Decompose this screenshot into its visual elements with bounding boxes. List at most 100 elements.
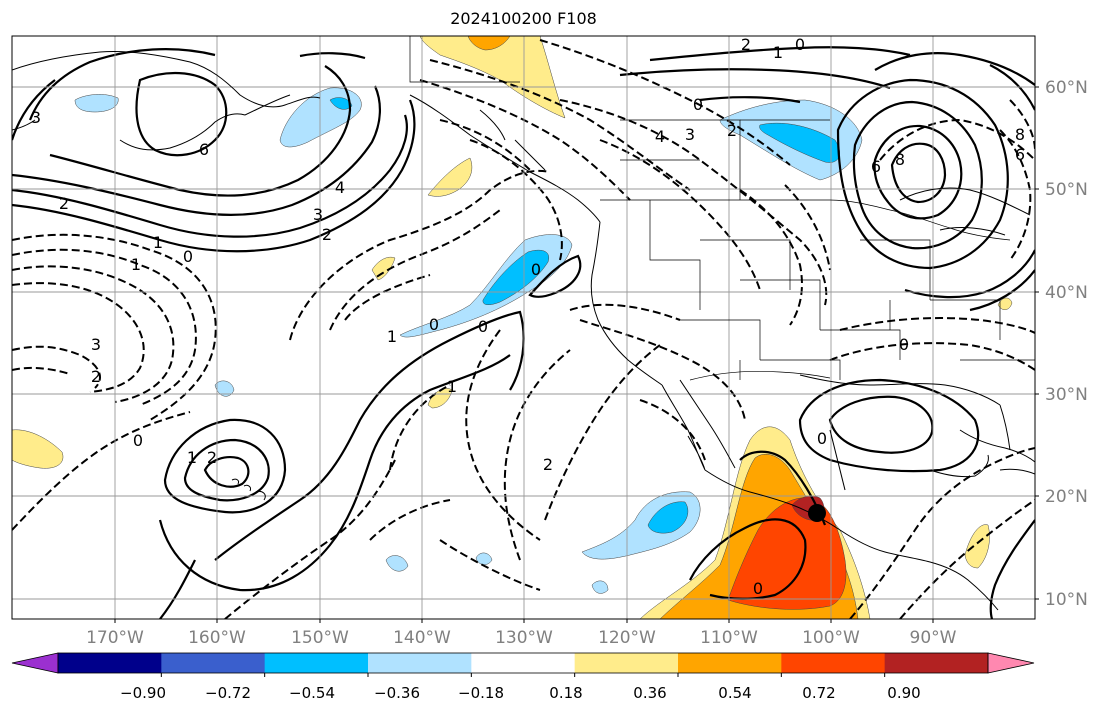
contour-label: 0 bbox=[899, 335, 909, 354]
colorbar-tick-label: 0.36 bbox=[633, 684, 666, 702]
shade-red-orange bbox=[727, 497, 847, 610]
solid-contours bbox=[12, 46, 1035, 619]
contour-label: 0 bbox=[478, 317, 488, 336]
lon-tick-labels: 170°W 160°W 150°W 140°W 130°W 120°W 110°… bbox=[86, 628, 957, 648]
contour-label: 0 bbox=[693, 95, 703, 114]
colorbar-extend-low bbox=[11, 652, 59, 674]
contour-label: 4 bbox=[335, 178, 345, 197]
colorbar-tick-labels: −0.90 −0.72 −0.54 −0.36 −0.18 0.18 0.36 … bbox=[120, 684, 921, 702]
contour-label: 0 bbox=[531, 260, 541, 279]
lat-tick-label: 20°N bbox=[1045, 487, 1088, 507]
shade-light-blue bbox=[475, 552, 493, 565]
colorbar: −0.90 −0.72 −0.54 −0.36 −0.18 0.18 0.36 … bbox=[11, 652, 1035, 702]
colorbar-cell bbox=[161, 653, 266, 673]
lat-tick-label: 40°N bbox=[1045, 283, 1088, 303]
lat-tick-label: 50°N bbox=[1045, 180, 1088, 200]
colorbar-tick-label: 0.18 bbox=[549, 684, 582, 702]
contour-label: 0 bbox=[753, 579, 763, 598]
contour-label: 8 bbox=[895, 150, 905, 169]
shade-light-yellow bbox=[964, 524, 990, 569]
contour-label: 2 bbox=[543, 455, 553, 474]
contour-label: 2 bbox=[322, 225, 332, 244]
colorbar-tick-label: 0.72 bbox=[802, 684, 835, 702]
colorbar-ticks bbox=[160, 673, 886, 677]
contour-label: 2 bbox=[59, 194, 69, 213]
lon-tick-label: 120°W bbox=[598, 628, 656, 648]
lon-tick-label: 150°W bbox=[291, 628, 349, 648]
lon-tick-label: 140°W bbox=[393, 628, 451, 648]
lat-tick-label: 60°N bbox=[1045, 78, 1088, 98]
shade-light-yellow bbox=[12, 429, 64, 469]
colorbar-tick-label: −0.54 bbox=[289, 684, 335, 702]
contour-label: 1 bbox=[773, 43, 783, 62]
lon-tick-label: 130°W bbox=[495, 628, 553, 648]
colorbar-cells bbox=[58, 653, 989, 673]
colorbar-tick-label: −0.36 bbox=[374, 684, 420, 702]
lon-tick-label: 100°W bbox=[802, 628, 860, 648]
contour-label: 4 bbox=[655, 127, 665, 146]
contour-label: 3 bbox=[685, 125, 695, 144]
shade-light-yellow bbox=[427, 157, 473, 197]
colorbar-tick-label: −0.72 bbox=[205, 684, 251, 702]
lon-tick-label: 160°W bbox=[188, 628, 246, 648]
contour-label: 2 bbox=[91, 367, 101, 386]
lon-tick-label: 90°W bbox=[910, 628, 957, 648]
contour-label: 1 bbox=[187, 448, 197, 467]
map-title: 2024100200 F108 bbox=[450, 9, 597, 28]
contour-label: 3 bbox=[313, 205, 323, 224]
contour-labels: 3 6 4 3 2 1 0 2 1 3 2 0 1 2 1 0 0 1 2 2 bbox=[31, 35, 1025, 598]
contour-label: 0 bbox=[817, 429, 827, 448]
colorbar-tick-label: 0.54 bbox=[718, 684, 751, 702]
shade-orange bbox=[467, 36, 511, 51]
shade-light-yellow bbox=[997, 297, 1013, 310]
colorbar-frame bbox=[57, 652, 989, 674]
contour-label: 6 bbox=[1015, 145, 1025, 164]
colorbar-cell bbox=[678, 653, 782, 673]
colorbar-cell bbox=[884, 653, 989, 673]
contour-label: 0 bbox=[429, 315, 439, 334]
colorbar-tick-label: −0.18 bbox=[458, 684, 504, 702]
shade-deep-sky-blue bbox=[482, 249, 550, 305]
contour-label: 2 bbox=[727, 121, 737, 140]
colorbar-cell bbox=[471, 653, 576, 673]
shade-light-blue bbox=[214, 380, 235, 397]
colorbar-tick-label: 0.90 bbox=[887, 684, 920, 702]
contour-label: 3 bbox=[31, 108, 41, 127]
contour-label: 1 bbox=[447, 377, 457, 396]
shade-deep-sky-blue bbox=[759, 122, 840, 163]
shade-light-yellow bbox=[371, 256, 396, 281]
contour-label: 0 bbox=[795, 35, 805, 54]
colorbar-tick-label: −0.90 bbox=[120, 684, 166, 702]
contour-label: 6 bbox=[871, 157, 881, 176]
contour-label: 2 bbox=[207, 448, 217, 467]
contour-label: 1 bbox=[387, 327, 397, 346]
lat-tick-label: 10°N bbox=[1045, 590, 1088, 610]
political-borders bbox=[409, 36, 1035, 381]
contour-label: 0 bbox=[133, 431, 143, 450]
lat-tick-label: 30°N bbox=[1045, 385, 1088, 405]
coastlines bbox=[12, 51, 1035, 611]
shade-light-blue bbox=[385, 555, 409, 572]
colorbar-cell bbox=[264, 653, 369, 673]
contour-label: 3 bbox=[91, 335, 101, 354]
contour-label: 8 bbox=[1015, 125, 1025, 144]
gridlines bbox=[12, 36, 1035, 619]
axis-ticks bbox=[114, 86, 1039, 623]
colorbar-cell bbox=[368, 653, 472, 673]
contour-label: 1 bbox=[153, 233, 163, 252]
shade-light-blue bbox=[591, 580, 609, 594]
contour-label: 0 bbox=[183, 247, 193, 266]
shade-deep-sky-blue bbox=[329, 97, 353, 110]
contour-label: 6 bbox=[199, 140, 209, 159]
colorbar-cell bbox=[781, 653, 886, 673]
lon-tick-label: 110°W bbox=[700, 628, 758, 648]
lat-tick-labels: 10°N 20°N 30°N 40°N 50°N 60°N bbox=[1045, 78, 1088, 610]
lon-tick-label: 170°W bbox=[86, 628, 144, 648]
contour-label: 2 bbox=[741, 35, 751, 54]
colorbar-extend-high bbox=[987, 652, 1035, 674]
shade-deep-sky-blue bbox=[647, 501, 689, 534]
colorbar-cell bbox=[58, 653, 162, 673]
storm-marker bbox=[808, 504, 826, 522]
